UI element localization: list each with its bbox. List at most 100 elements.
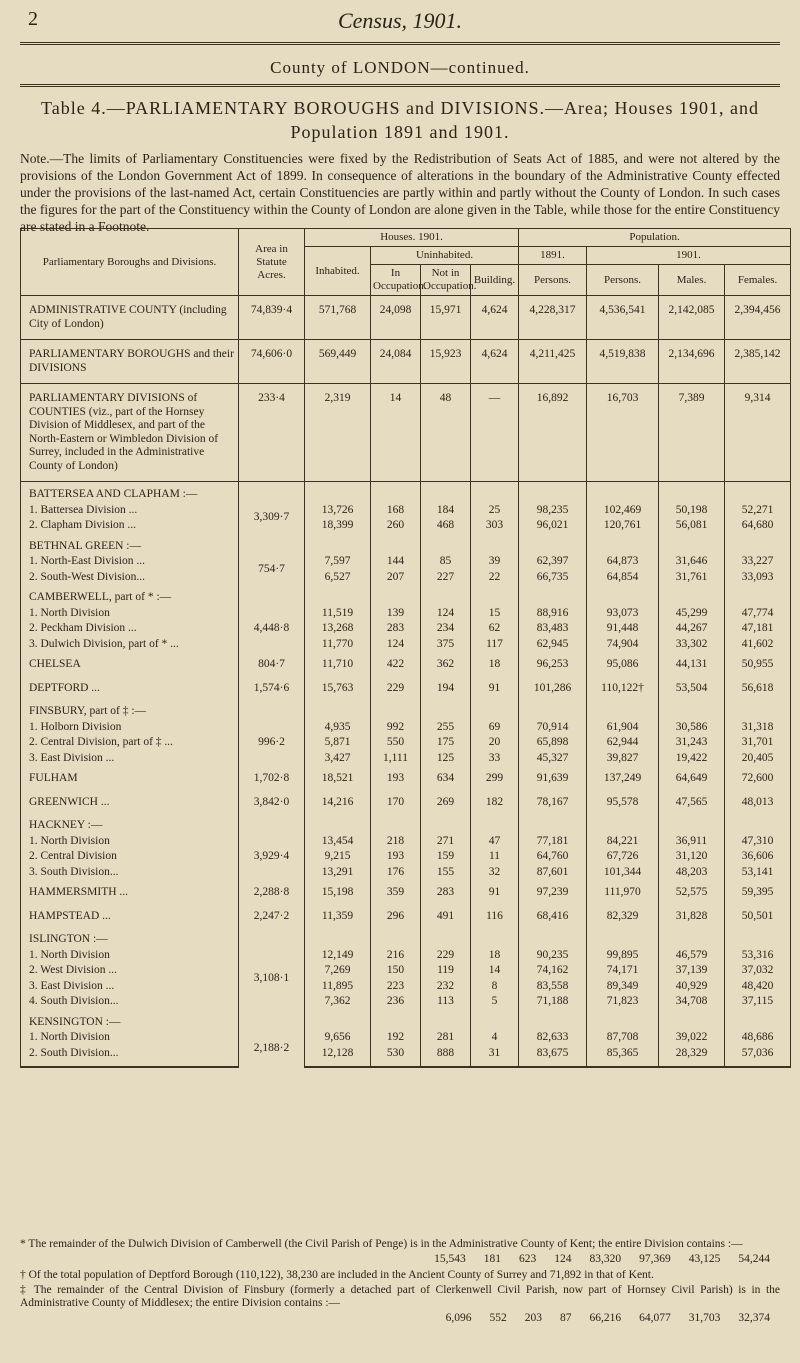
value-cell: 159 [420,849,471,865]
division-row: 2. Central Division, part of ‡ ... 5,871 5… [20,735,792,751]
empty-cell [586,699,660,720]
area-cell: 804·7 [238,652,305,676]
value-cell: 13,726 [304,502,371,518]
area-cell: 3,309·7 [238,502,305,534]
value-cell: 18,399 [304,518,371,534]
footnotes: * The remainder of the Dulwich Division … [20,1238,780,1328]
empty-cell [469,813,520,834]
value-cell: 97,239 [518,880,588,904]
value-cell: 95,086 [586,652,660,676]
empty-cell [370,927,421,948]
division-row: 2. Clapham Division ... 18,399 260 468 303 96… [20,518,792,534]
area-cell: 233·4 [238,383,305,482]
empty-cell [724,481,792,503]
col-header: Parliamentary Boroughs and Divisions. [20,228,239,296]
col-header: Persons. [586,264,660,296]
value-cell: 7,269 [304,963,371,979]
value-cell: 56,081 [658,518,726,534]
value-cell: 52,271 [724,502,792,518]
empty-cell [724,585,792,606]
value-cell: 14,216 [304,789,371,813]
value-cell: 64,680 [724,518,792,534]
value-cell: 93,073 [586,605,660,621]
value-cell: 170 [370,789,421,813]
value-cell: 299 [469,766,520,790]
value-cell: 33,093 [724,569,792,585]
value-cell: 47 [469,833,520,849]
area-cell: 2,188·2 [238,1030,305,1067]
value-cell: 116 [469,903,520,927]
footnote-value: 54,244 [738,1253,770,1265]
value-cell: 137,249 [586,766,660,790]
borough-row: CHELSEA 804·7 11,710 422 362 18 96,253 95,086 44… [20,652,792,676]
empty-cell [586,927,660,948]
value-cell: 232 [420,978,471,994]
value-cell: 71,188 [518,994,588,1010]
value-cell: 223 [370,978,421,994]
value-cell: 168 [370,502,421,518]
value-cell: 95,578 [586,789,660,813]
empty-cell [420,927,471,948]
value-cell: 255 [420,719,471,735]
value-cell: 62,944 [586,735,660,751]
value-cell: — [469,383,520,482]
area-cell: 1,574·6 [238,675,305,699]
value-cell: 491 [420,903,471,927]
value-cell: 11,359 [304,903,371,927]
division-row: 1. North Division 4,448·8 11,519 139 124 15 88… [20,605,792,652]
value-cell: 87,601 [518,864,588,880]
empty-cell [724,533,792,554]
value-cell: 53,504 [658,675,726,699]
empty-cell [469,927,520,948]
group-name: KENSINGTON :— [20,1009,239,1030]
division-row: 1. North-East Division ... 754·7 7,597 144 8… [20,554,792,585]
value-cell: 44,131 [658,652,726,676]
empty-cell [724,813,792,834]
value-cell: 7,362 [304,994,371,1010]
division-name: 1. North Division [20,833,239,849]
value-cell: 9,656 [304,1030,371,1046]
value-cell: 18 [469,947,520,963]
value-cell: 40,929 [658,978,726,994]
empty-cell [658,1009,726,1030]
empty-cell [304,813,371,834]
value-cell: 32 [469,864,520,880]
empty-cell [518,699,588,720]
division-name: 1. Battersea Division ... [20,502,239,518]
borough-row: GREENWICH ... 3,842·0 14,216 170 269 182 78,16… [20,789,792,813]
division-row: 1. Holborn Division 996·2 4,935 992 255 69 70,… [20,719,792,766]
empty-cell [304,585,371,606]
value-cell: 296 [370,903,421,927]
division-name: 2. Central Division, part of ‡ ... [20,735,239,751]
value-cell: 33,227 [724,554,792,570]
value-cell: 90,235 [518,947,588,963]
value-cell: 74,162 [518,963,588,979]
area-cell: 4,448·8 [238,605,305,652]
value-cell: 6,527 [304,569,371,585]
value-cell: 44,267 [658,621,726,637]
value-cell: 45,327 [518,750,588,766]
value-cell: 16,703 [586,383,660,482]
value-cell: 39,827 [586,750,660,766]
value-cell: 184 [420,502,471,518]
value-cell: 69 [469,719,520,735]
value-cell: 271 [420,833,471,849]
value-cell: 78,167 [518,789,588,813]
value-cell: 7,389 [658,383,726,482]
empty-cell [238,585,305,606]
value-cell: 31,318 [724,719,792,735]
division-name: 2. South Division... [20,1045,239,1068]
empty-cell [658,813,726,834]
value-cell: 22 [469,569,520,585]
value-cell: 84,221 [586,833,660,849]
value-cell: 102,469 [586,502,660,518]
value-cell: 31,701 [724,735,792,751]
empty-cell [518,585,588,606]
value-cell: 50,501 [724,903,792,927]
value-cell: 31,646 [658,554,726,570]
footnote-value: 83,320 [589,1253,622,1265]
empty-cell [518,1009,588,1030]
value-cell: 4,519,838 [586,339,660,384]
value-cell: 110,122† [586,675,660,699]
area-cell: 2,288·8 [238,880,305,904]
